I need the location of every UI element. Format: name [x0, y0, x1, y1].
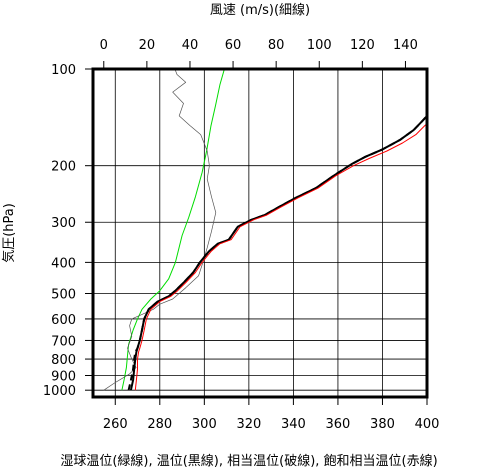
tick-layer: 260 280 300 320 340 360 380 400 0 20 40 60 80 100 120 1… [43, 38, 440, 432]
top-tick-label: 120 [350, 38, 375, 53]
bottom-tick-label: 260 [103, 417, 128, 432]
top-tick-label: 140 [393, 38, 418, 53]
bottom-tick-label: 280 [147, 417, 172, 432]
bottom-tick-label: 340 [281, 417, 306, 432]
y-tick-label: 1000 [43, 384, 76, 399]
bottom-axis-title: 湿球温位(緑線), 温位(黒線), 相当温位(破線), 飽和相当温位(赤線) [60, 453, 437, 469]
series-line-potential-temp [129, 115, 428, 391]
bottom-tick-label: 400 [415, 417, 440, 432]
y-axis-title: 気圧(hPa) [1, 203, 17, 263]
series-line-wet-bulb-pt [121, 68, 225, 391]
top-tick-label: 60 [225, 38, 242, 53]
top-tick-label: 100 [307, 38, 332, 53]
bottom-tick-label: 320 [236, 417, 261, 432]
top-axis-title: 風速 (m/s)(細線) [210, 2, 310, 18]
y-tick-label: 700 [51, 334, 76, 349]
y-tick-label: 100 [51, 63, 76, 78]
top-tick-label: 40 [182, 38, 199, 53]
bottom-tick-label: 360 [326, 417, 351, 432]
y-tick-label: 300 [51, 216, 76, 231]
y-tick-label: 600 [51, 313, 76, 328]
series-line-sat-equivalent-pt [134, 123, 428, 391]
y-tick-label: 900 [51, 369, 76, 384]
series-layer [103, 68, 428, 391]
y-tick-label: 400 [51, 256, 76, 271]
bottom-tick-label: 300 [192, 417, 217, 432]
grid-lines [93, 68, 428, 397]
series-line-wind-speed [103, 68, 217, 391]
top-tick-label: 0 [100, 38, 108, 53]
top-tick-label: 80 [268, 38, 285, 53]
top-tick-label: 20 [139, 38, 156, 53]
bottom-tick-label: 380 [370, 417, 395, 432]
y-tick-label: 500 [51, 288, 76, 303]
plot-frame [91, 67, 429, 399]
y-tick-label: 200 [51, 160, 76, 175]
y-tick-label: 800 [51, 353, 76, 368]
